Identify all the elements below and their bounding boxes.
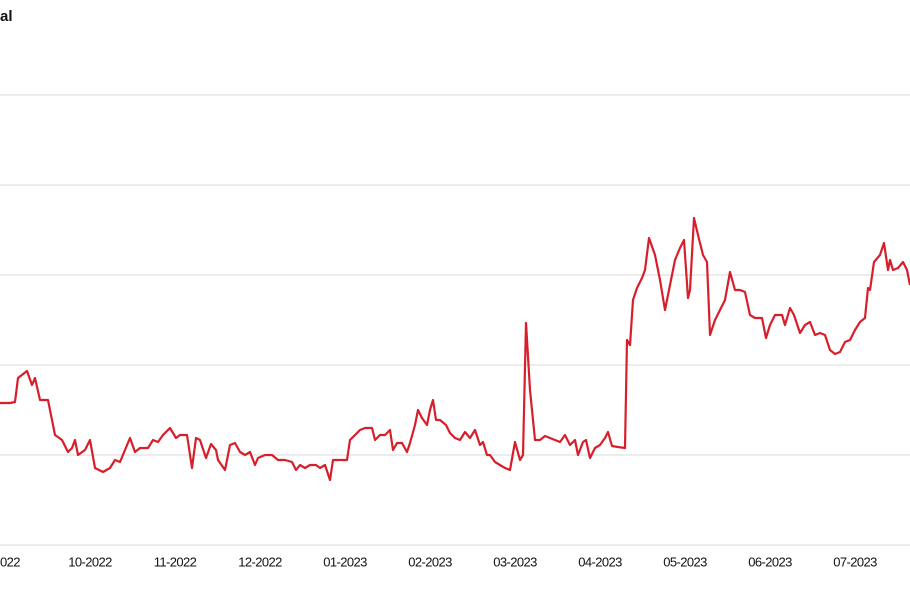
- x-tick-label: 10-2022: [68, 554, 112, 569]
- chart-title: al: [0, 8, 13, 25]
- x-tick-label: 11-2022: [154, 554, 197, 569]
- x-tick-label: 022: [0, 554, 20, 569]
- x-tick-label: 06-2023: [748, 554, 792, 569]
- x-tick-label: 02-2023: [408, 554, 452, 569]
- x-tick-label: 07-2023: [833, 554, 877, 569]
- x-tick-label: 12-2022: [238, 554, 282, 569]
- x-tick-label: 01-2023: [323, 554, 367, 569]
- data-line: [0, 216, 910, 482]
- x-tick-label: 03-2023: [493, 554, 537, 569]
- x-tick-label: 05-2023: [663, 554, 707, 569]
- x-tick-label: 04-2023: [578, 554, 622, 569]
